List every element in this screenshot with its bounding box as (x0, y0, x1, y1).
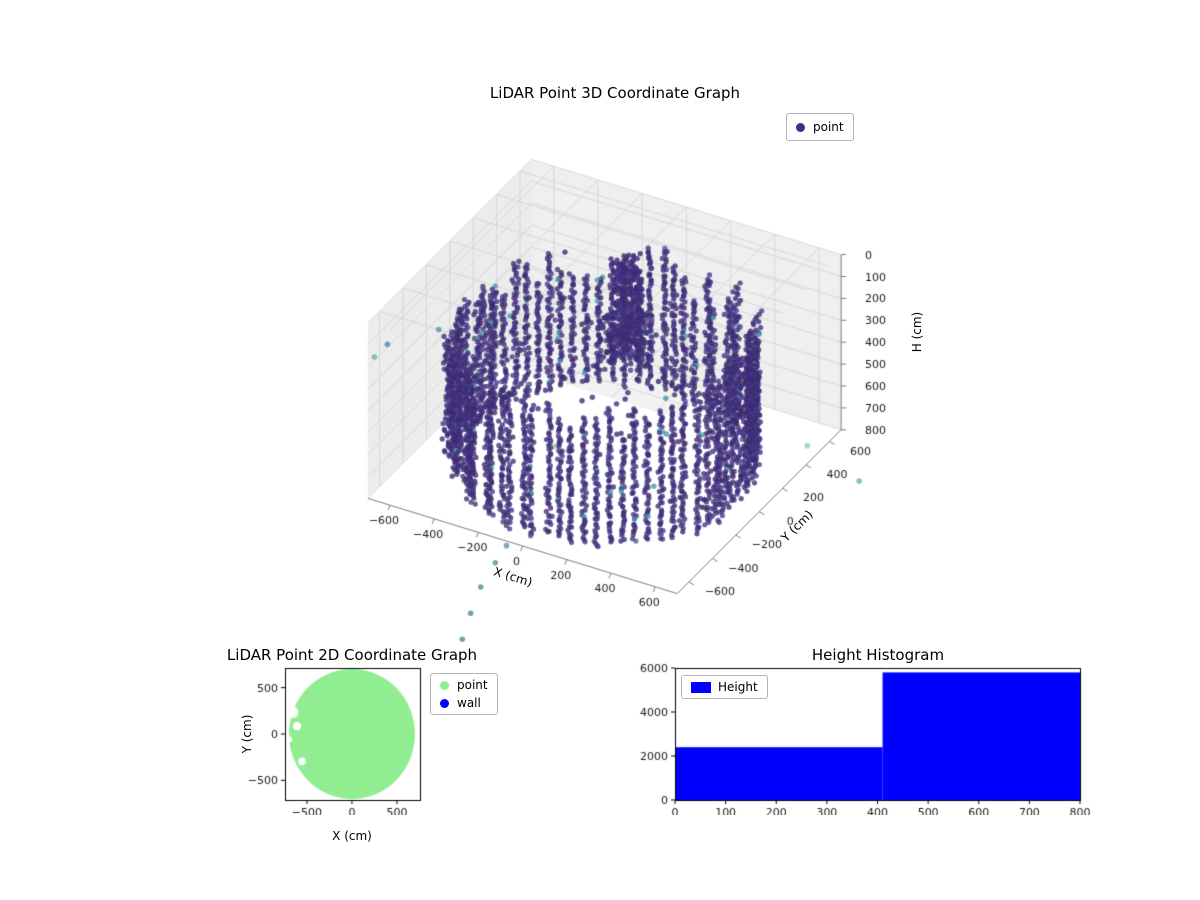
legend-2d: point wall (430, 673, 498, 715)
legend-2d-wall-marker (440, 698, 449, 708)
scatter3d-canvas (300, 150, 960, 650)
legend-2d-row-point: point (440, 678, 488, 692)
legend-3d-point-label: point (813, 120, 844, 134)
legend-3d-row-point: point (796, 120, 844, 134)
legend-2d-point-marker (440, 680, 449, 690)
y-axis-label-2d: Y (cm) (240, 714, 254, 754)
plot-3d-title: LiDAR Point 3D Coordinate Graph (489, 84, 741, 102)
legend-3d: point (786, 113, 854, 141)
scatter2d-canvas (240, 655, 440, 815)
legend-2d-point-label: point (457, 678, 488, 692)
x-axis-label-2d: X (cm) (332, 829, 372, 843)
h-axis-label-3d: H (cm) (910, 311, 924, 353)
legend-histogram-label: Height (718, 680, 758, 694)
legend-2d-wall-label: wall (457, 696, 481, 710)
legend-3d-point-marker (796, 122, 805, 132)
legend-histogram: Height (681, 675, 768, 699)
legend-histogram-patch (691, 681, 711, 693)
legend-2d-row-wall: wall (440, 696, 488, 710)
